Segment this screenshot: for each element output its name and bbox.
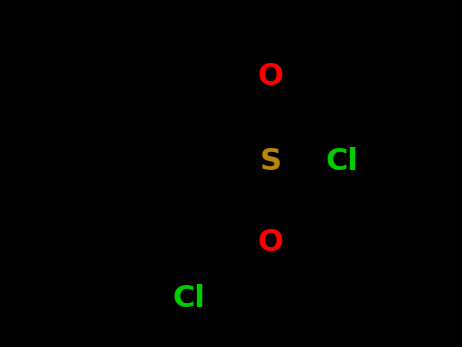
Text: O: O bbox=[258, 62, 284, 91]
Text: Cl: Cl bbox=[326, 147, 359, 176]
Text: S: S bbox=[260, 147, 282, 176]
Text: Cl: Cl bbox=[173, 284, 206, 313]
Text: O: O bbox=[258, 228, 284, 257]
